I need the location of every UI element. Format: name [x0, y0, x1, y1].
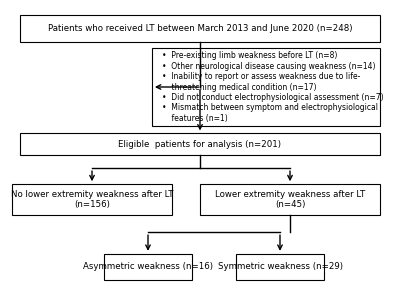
- Text: •  Pre-existing limb weakness before LT (n=8)
•  Other neurological disease caus: • Pre-existing limb weakness before LT (…: [162, 51, 384, 123]
- Text: Eligible  patients for analysis (n=201): Eligible patients for analysis (n=201): [118, 140, 282, 149]
- FancyBboxPatch shape: [12, 184, 172, 215]
- FancyBboxPatch shape: [104, 254, 192, 280]
- Text: Asymmetric weakness (n=16): Asymmetric weakness (n=16): [83, 262, 213, 271]
- FancyBboxPatch shape: [236, 254, 324, 280]
- FancyBboxPatch shape: [20, 133, 380, 155]
- Text: Patients who received LT between March 2013 and June 2020 (n=248): Patients who received LT between March 2…: [48, 24, 352, 33]
- FancyBboxPatch shape: [200, 184, 380, 215]
- Text: Lower extremity weakness after LT
(n=45): Lower extremity weakness after LT (n=45): [215, 190, 365, 209]
- Text: No lower extremity weakness after LT
(n=156): No lower extremity weakness after LT (n=…: [11, 190, 173, 209]
- FancyBboxPatch shape: [152, 48, 380, 126]
- FancyBboxPatch shape: [20, 14, 380, 42]
- Text: Symmetric weakness (n=29): Symmetric weakness (n=29): [218, 262, 342, 271]
